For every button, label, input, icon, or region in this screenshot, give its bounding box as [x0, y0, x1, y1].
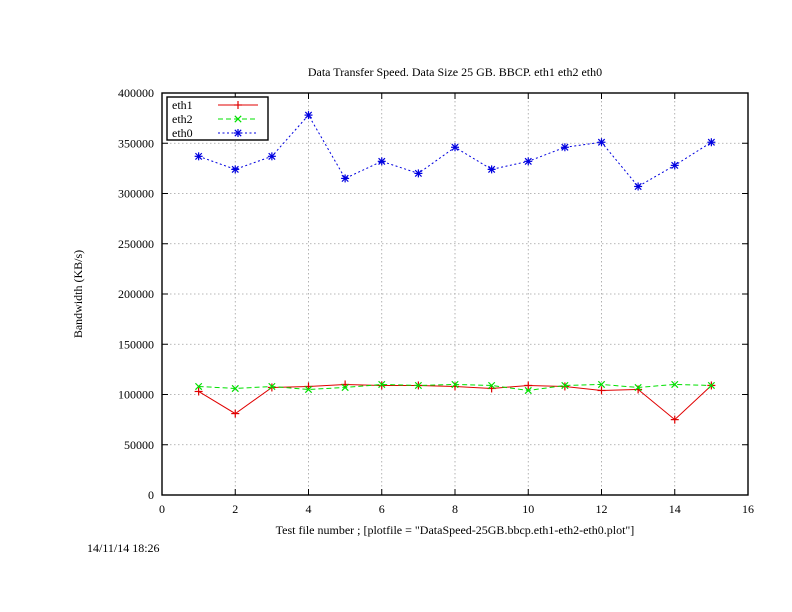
x-tick-label: 4: [306, 502, 312, 516]
x-axis-label: Test file number ; [plotfile = "DataSpee…: [276, 523, 635, 537]
legend-label: eth0: [172, 126, 193, 140]
data-point: [597, 386, 606, 395]
data-point: [451, 380, 459, 389]
x-tick-label: 8: [452, 502, 458, 516]
data-point: [670, 415, 679, 424]
x-tick-label: 2: [232, 502, 238, 516]
legend-label: eth2: [172, 112, 193, 126]
legend-marker: [234, 129, 242, 137]
data-point: [304, 111, 313, 120]
y-tick-label: 0: [148, 488, 154, 502]
series-eth0: [194, 111, 716, 191]
data-point: [304, 385, 313, 394]
data-point: [524, 381, 533, 390]
data-point: [268, 382, 276, 391]
data-point: [194, 152, 203, 161]
data-point: [231, 384, 239, 393]
y-tick-label: 200000: [118, 287, 154, 301]
data-point: [634, 182, 643, 191]
x-tick-label: 14: [669, 502, 681, 516]
data-point: [524, 386, 532, 395]
y-tick-label: 350000: [118, 136, 154, 150]
data-point: [341, 383, 349, 392]
data-point: [560, 143, 569, 152]
axis-ticks: 0 2 4 6 8 10 12 14 16 0 50000 100000 150000 200000 250…: [118, 86, 754, 516]
data-point: [597, 380, 606, 389]
data-point: [414, 169, 423, 178]
data-point: [597, 138, 606, 147]
data-point: [341, 174, 350, 183]
legend-label: eth1: [172, 98, 193, 112]
series-eth2: [195, 380, 715, 395]
data-point: [488, 381, 496, 390]
y-tick-label: 250000: [118, 237, 154, 251]
y-tick-label: 300000: [118, 187, 154, 201]
legend-marker: [234, 115, 242, 123]
data-point: [561, 381, 569, 390]
data-point: [451, 143, 459, 152]
data-point: [671, 380, 679, 389]
plot-series: [194, 111, 716, 424]
y-tick-label: 100000: [118, 388, 154, 402]
data-point: [707, 381, 715, 390]
data-point: [231, 165, 240, 174]
timestamp: 14/11/14 18:26: [87, 541, 160, 555]
data-point: [267, 152, 276, 161]
x-tick-label: 0: [159, 502, 165, 516]
data-point: [377, 157, 386, 166]
data-point: [194, 387, 203, 396]
chart-title: Data Transfer Speed. Data Size 25 GB. BB…: [308, 65, 602, 79]
x-tick-label: 16: [742, 502, 754, 516]
x-tick-label: 10: [522, 502, 534, 516]
y-tick-label: 50000: [124, 438, 154, 452]
legend-marker: [234, 101, 242, 109]
data-point: [560, 382, 569, 391]
data-point: [377, 381, 386, 390]
data-point: [231, 409, 240, 418]
grid-lines: [162, 93, 748, 495]
data-point: [670, 161, 679, 170]
data-point: [487, 165, 496, 174]
data-point: [707, 138, 716, 147]
x-tick-label: 6: [379, 502, 385, 516]
data-point: [378, 380, 386, 389]
data-point: [414, 381, 422, 390]
data-point: [634, 383, 642, 392]
x-tick-label: 12: [596, 502, 608, 516]
y-axis-label: Bandwidth (KB/s): [71, 250, 85, 338]
y-tick-label: 150000: [118, 337, 154, 351]
data-point: [195, 382, 203, 391]
y-tick-label: 400000: [118, 86, 154, 100]
data-point: [524, 157, 533, 166]
data-point: [267, 383, 276, 392]
